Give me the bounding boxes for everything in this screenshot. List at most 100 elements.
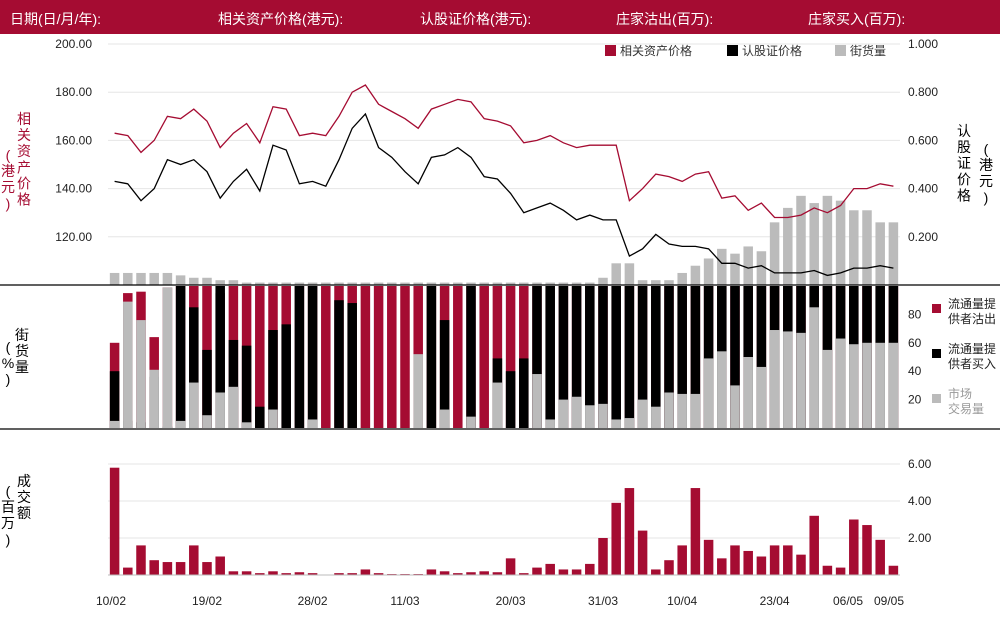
street-volume-bar bbox=[809, 203, 819, 285]
stacked-right-tick: 40 bbox=[908, 364, 922, 378]
turnover-bar bbox=[175, 562, 186, 575]
x-tick-label: 09/05 bbox=[874, 594, 904, 608]
turnover-bar bbox=[453, 573, 463, 575]
left-axis-title-unit: (港元) bbox=[1, 147, 15, 211]
turnover-bar bbox=[664, 560, 674, 575]
turnover-bar bbox=[255, 573, 265, 575]
legend-mm-sell: 供者沽出 bbox=[948, 312, 996, 326]
turnover-bar bbox=[532, 567, 542, 575]
mm-buy-bar bbox=[558, 286, 569, 428]
turnover-bar bbox=[307, 573, 318, 575]
market-volume-bar bbox=[822, 349, 833, 428]
mm-buy-bar bbox=[307, 286, 318, 428]
x-tick-label: 23/04 bbox=[760, 594, 790, 608]
turnover-bar bbox=[149, 560, 159, 575]
turnover-bar bbox=[703, 539, 714, 575]
turnover-bar bbox=[294, 572, 305, 575]
mm-buy-bar bbox=[677, 286, 687, 428]
market-volume-bar bbox=[439, 409, 450, 428]
left-tick-label: 160.00 bbox=[55, 133, 92, 147]
turnover-bar bbox=[611, 502, 621, 575]
street-volume-bar bbox=[255, 282, 265, 285]
mm-sell-bar bbox=[373, 286, 384, 428]
street-volume-bar bbox=[545, 282, 555, 285]
mm-buy-bar bbox=[651, 286, 661, 428]
turnover-bar bbox=[796, 554, 806, 575]
turnover-bar bbox=[783, 545, 793, 575]
right-tick-label: 1.000 bbox=[908, 37, 938, 51]
underlying-price-line bbox=[114, 84, 894, 219]
market-volume-bar bbox=[149, 369, 159, 428]
stacked-right-tick: 20 bbox=[908, 393, 922, 407]
street-volume-bar bbox=[796, 195, 806, 285]
street-volume-bar bbox=[294, 282, 305, 285]
street-volume-bar bbox=[109, 272, 120, 285]
market-volume-bar bbox=[849, 344, 859, 428]
turnover-right-tick: 4.00 bbox=[908, 494, 932, 508]
mm-sell-bar bbox=[479, 286, 489, 428]
turnover-bar bbox=[743, 550, 753, 575]
market-volume-bar bbox=[202, 415, 212, 428]
street-volume-bar bbox=[162, 272, 173, 285]
market-volume-bar bbox=[307, 419, 318, 428]
market-volume-bar bbox=[558, 399, 569, 428]
mm-buy-bar bbox=[334, 300, 344, 428]
street-volume-bar bbox=[360, 282, 371, 285]
mm-buy-bar bbox=[347, 303, 357, 428]
market-volume-bar bbox=[189, 382, 199, 428]
mm-buy-bar bbox=[228, 339, 239, 428]
x-tick-label: 28/02 bbox=[298, 594, 328, 608]
street-volume-bar bbox=[862, 210, 872, 285]
mm-sell-bar bbox=[387, 286, 397, 428]
turnover-bar bbox=[479, 571, 489, 575]
legend-swatch-street bbox=[835, 45, 846, 56]
x-tick-label: 19/02 bbox=[192, 594, 222, 608]
turnover-bar bbox=[373, 573, 384, 575]
market-volume-bar bbox=[571, 396, 582, 428]
market-volume-bar bbox=[466, 416, 476, 428]
legend-market-volume: 交易量 bbox=[948, 401, 984, 416]
x-tick-label: 10/04 bbox=[667, 594, 697, 608]
street-volume-bar bbox=[637, 280, 648, 285]
street-volume-bar bbox=[703, 258, 714, 285]
turnover-bar bbox=[109, 467, 120, 575]
market-volume-bar bbox=[228, 386, 239, 428]
market-maker-sell-label: 庄家沽出(百万): bbox=[616, 11, 714, 27]
right-tick-label: 0.600 bbox=[908, 133, 938, 147]
mm-buy-bar bbox=[571, 286, 582, 428]
street-volume-bar bbox=[783, 207, 793, 285]
market-volume-bar bbox=[756, 366, 767, 428]
mm-buy-bar bbox=[255, 406, 265, 428]
turnover-bar bbox=[505, 558, 516, 575]
turnover-bar bbox=[862, 525, 872, 575]
street-volume-bar bbox=[558, 282, 569, 285]
mm-buy-bar bbox=[519, 358, 529, 428]
turnover-bar bbox=[585, 563, 595, 575]
turnover-bar bbox=[347, 573, 357, 575]
stacked-axis-title-unit: (%) bbox=[2, 339, 14, 387]
turnover-right-tick: 6.00 bbox=[908, 457, 932, 471]
turnover-bar bbox=[281, 573, 291, 575]
turnover-bar bbox=[624, 488, 635, 575]
street-volume-bar bbox=[690, 265, 701, 285]
street-volume-bar bbox=[123, 272, 133, 285]
turnover-bar bbox=[228, 571, 239, 575]
turnover-bar bbox=[519, 573, 529, 575]
legend-swatch-warrant bbox=[727, 45, 738, 56]
street-volume-bar bbox=[532, 282, 542, 285]
turnover-panel bbox=[109, 467, 899, 575]
mm-buy-bar bbox=[611, 286, 621, 428]
turnover-axis-title-main: 成交额 bbox=[17, 473, 31, 521]
stacked-axis-title-main: 街货量 bbox=[15, 327, 29, 375]
street-volume-bar bbox=[307, 282, 318, 285]
street-volume-bar bbox=[400, 282, 410, 285]
turnover-bar bbox=[241, 571, 252, 575]
street-volume-bar bbox=[664, 280, 674, 285]
street-volume-bar bbox=[347, 282, 357, 285]
market-volume-bar bbox=[492, 382, 503, 428]
street-volume-bar bbox=[505, 282, 516, 285]
left-tick-label: 120.00 bbox=[55, 230, 92, 244]
street-volume-bar bbox=[611, 263, 621, 285]
legend-market-volume-swatch bbox=[932, 394, 941, 403]
street-volume-bar bbox=[743, 246, 753, 285]
